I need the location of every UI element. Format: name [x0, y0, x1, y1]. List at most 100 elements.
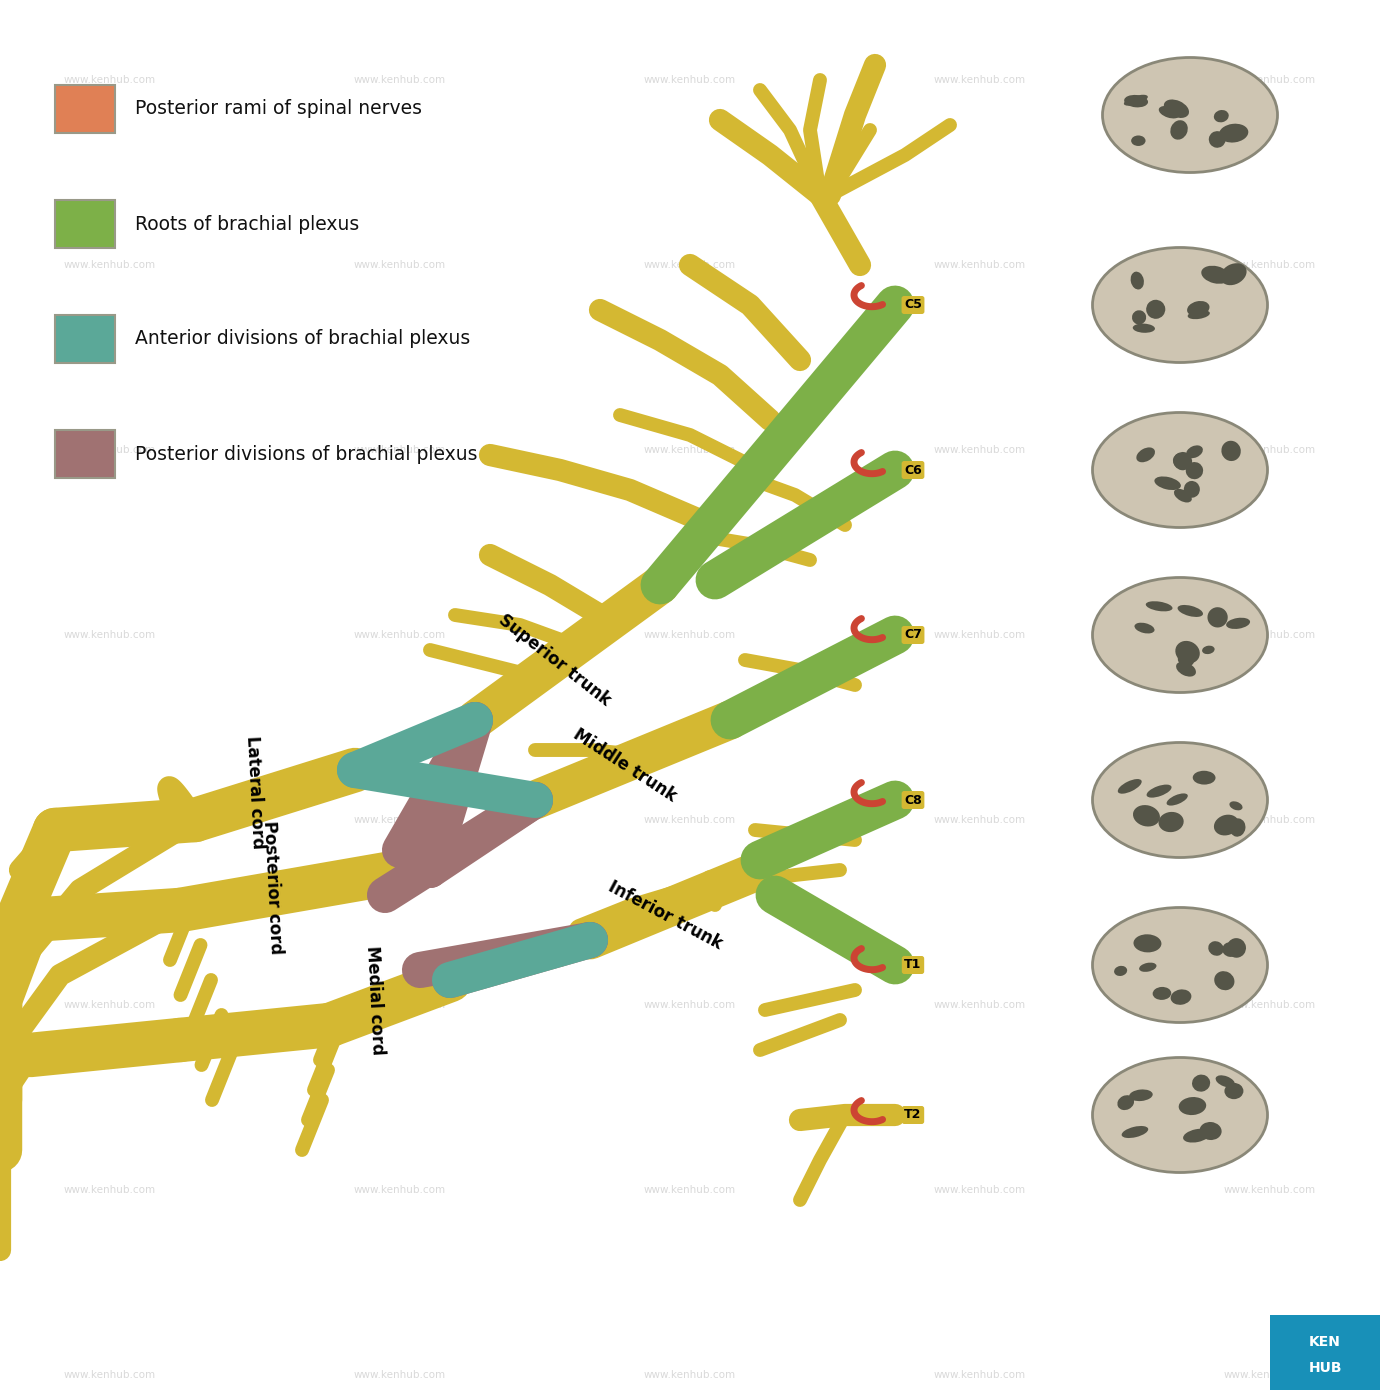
Text: www.kenhub.com: www.kenhub.com — [354, 1184, 447, 1196]
Text: T1: T1 — [904, 959, 921, 972]
Ellipse shape — [1133, 805, 1161, 826]
Text: www.kenhub.com: www.kenhub.com — [354, 630, 447, 640]
Text: www.kenhub.com: www.kenhub.com — [64, 76, 155, 85]
Text: Posterior rami of spinal nerves: Posterior rami of spinal nerves — [134, 99, 421, 119]
Text: www.kenhub.com: www.kenhub.com — [64, 815, 155, 825]
Text: www.kenhub.com: www.kenhub.com — [354, 445, 447, 455]
Ellipse shape — [1121, 1126, 1148, 1138]
Ellipse shape — [1219, 123, 1249, 143]
Ellipse shape — [1229, 801, 1243, 811]
Ellipse shape — [1092, 577, 1267, 693]
Ellipse shape — [1092, 413, 1267, 528]
Ellipse shape — [1124, 95, 1148, 108]
FancyBboxPatch shape — [55, 315, 115, 363]
Ellipse shape — [1184, 482, 1200, 498]
Ellipse shape — [1186, 462, 1203, 479]
Text: Lateral cord: Lateral cord — [244, 735, 267, 848]
Ellipse shape — [1214, 972, 1235, 990]
Ellipse shape — [1186, 445, 1203, 458]
Text: www.kenhub.com: www.kenhub.com — [1224, 260, 1316, 270]
Ellipse shape — [1117, 1095, 1134, 1110]
Ellipse shape — [1166, 794, 1187, 805]
Text: www.kenhub.com: www.kenhub.com — [934, 445, 1026, 455]
Ellipse shape — [1117, 778, 1142, 794]
Text: www.kenhub.com: www.kenhub.com — [934, 1184, 1026, 1196]
Ellipse shape — [1214, 815, 1239, 836]
Ellipse shape — [1147, 300, 1165, 319]
Text: www.kenhub.com: www.kenhub.com — [354, 815, 447, 825]
Ellipse shape — [1203, 645, 1215, 654]
Ellipse shape — [1207, 608, 1228, 627]
Text: C7: C7 — [904, 629, 923, 641]
Ellipse shape — [1170, 120, 1187, 140]
Text: www.kenhub.com: www.kenhub.com — [354, 1371, 447, 1380]
Ellipse shape — [1177, 652, 1194, 666]
Ellipse shape — [1103, 57, 1277, 172]
Text: C8: C8 — [904, 794, 921, 806]
Ellipse shape — [1134, 934, 1162, 952]
Text: www.kenhub.com: www.kenhub.com — [934, 1371, 1026, 1380]
Text: www.kenhub.com: www.kenhub.com — [1224, 1000, 1316, 1009]
Text: www.kenhub.com: www.kenhub.com — [644, 1000, 736, 1009]
Text: www.kenhub.com: www.kenhub.com — [1224, 815, 1316, 825]
Ellipse shape — [1092, 907, 1267, 1022]
Text: www.kenhub.com: www.kenhub.com — [934, 815, 1026, 825]
Text: Posterior cord: Posterior cord — [259, 820, 284, 955]
Ellipse shape — [1170, 990, 1191, 1005]
Ellipse shape — [1176, 662, 1196, 676]
Text: Anterior divisions of brachial plexus: Anterior divisions of brachial plexus — [134, 329, 470, 349]
Ellipse shape — [1201, 266, 1231, 284]
Text: www.kenhub.com: www.kenhub.com — [644, 1184, 736, 1196]
Text: KEN: KEN — [1309, 1336, 1341, 1350]
Text: C5: C5 — [904, 298, 923, 312]
Ellipse shape — [1226, 617, 1250, 629]
FancyBboxPatch shape — [1270, 1315, 1380, 1390]
Text: T2: T2 — [904, 1109, 921, 1121]
Text: Inferior trunk: Inferior trunk — [605, 878, 725, 952]
Text: Medial cord: Medial cord — [363, 945, 386, 1056]
Text: Posterior divisions of brachial plexus: Posterior divisions of brachial plexus — [134, 445, 477, 463]
Text: Superior trunk: Superior trunk — [496, 610, 615, 710]
Ellipse shape — [1137, 448, 1155, 462]
Ellipse shape — [1221, 441, 1240, 461]
Ellipse shape — [1133, 323, 1155, 333]
Ellipse shape — [1114, 966, 1127, 976]
Text: www.kenhub.com: www.kenhub.com — [354, 260, 447, 270]
Ellipse shape — [1145, 601, 1173, 612]
Ellipse shape — [1193, 771, 1215, 784]
Ellipse shape — [1221, 263, 1246, 286]
Text: www.kenhub.com: www.kenhub.com — [64, 1371, 155, 1380]
Ellipse shape — [1130, 1089, 1152, 1102]
Ellipse shape — [1163, 99, 1189, 118]
Text: www.kenhub.com: www.kenhub.com — [64, 1184, 155, 1196]
Ellipse shape — [1176, 641, 1200, 664]
FancyBboxPatch shape — [55, 200, 115, 248]
Text: www.kenhub.com: www.kenhub.com — [64, 630, 155, 640]
Ellipse shape — [1191, 1075, 1210, 1092]
Ellipse shape — [1208, 132, 1225, 148]
Text: C6: C6 — [904, 463, 921, 476]
Text: Middle trunk: Middle trunk — [570, 725, 680, 805]
Ellipse shape — [1159, 812, 1183, 832]
Ellipse shape — [1214, 111, 1229, 122]
Ellipse shape — [1133, 311, 1147, 325]
Text: www.kenhub.com: www.kenhub.com — [644, 815, 736, 825]
Text: www.kenhub.com: www.kenhub.com — [934, 260, 1026, 270]
Ellipse shape — [1152, 987, 1172, 1000]
Ellipse shape — [1225, 1084, 1243, 1099]
Ellipse shape — [1200, 1121, 1222, 1140]
Text: www.kenhub.com: www.kenhub.com — [934, 630, 1026, 640]
Ellipse shape — [1187, 309, 1210, 319]
Text: www.kenhub.com: www.kenhub.com — [1224, 1184, 1316, 1196]
Text: www.kenhub.com: www.kenhub.com — [1224, 445, 1316, 455]
FancyBboxPatch shape — [55, 430, 115, 477]
Ellipse shape — [1148, 302, 1163, 312]
Text: www.kenhub.com: www.kenhub.com — [644, 1371, 736, 1380]
Ellipse shape — [1173, 454, 1189, 469]
Ellipse shape — [1092, 248, 1267, 363]
Text: www.kenhub.com: www.kenhub.com — [1224, 630, 1316, 640]
Ellipse shape — [1131, 136, 1145, 146]
Text: Roots of brachial plexus: Roots of brachial plexus — [134, 214, 360, 234]
Text: www.kenhub.com: www.kenhub.com — [934, 76, 1026, 85]
Ellipse shape — [1179, 1098, 1207, 1114]
